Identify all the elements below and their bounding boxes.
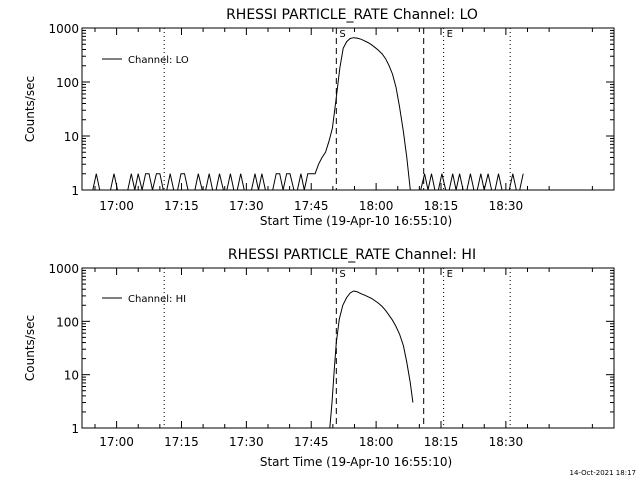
lo-marker-label: S: [339, 29, 345, 40]
hi-xtick-label: 17:00: [99, 435, 134, 449]
lo-ytick-label: 10: [64, 130, 79, 144]
panel-hi: RHESSI PARTICLE_RATE Channel: HI 1 10 100 10…: [23, 247, 615, 469]
hi-ytick-label: 100: [56, 315, 79, 329]
lo-xtick-label: 17:45: [294, 199, 329, 213]
hi-ytick-label: 1: [71, 422, 79, 436]
lo-xtick-label: 18:15: [424, 199, 459, 213]
hi-marker-label: E: [447, 269, 453, 280]
hi-xtick-label: 17:45: [294, 435, 329, 449]
lo-series-line: [82, 37, 524, 191]
hi-xtick-label: 18:00: [359, 435, 394, 449]
panel-lo: RHESSI PARTICLE_RATE Channel: LO 1 10 100 10…: [23, 7, 615, 228]
footer-timestamp: 14-Oct-2021 18:17: [570, 469, 636, 477]
hi-ytick-label: 10: [64, 369, 79, 383]
hi-xtick-label: 18:15: [424, 435, 459, 449]
lo-xtick-label: 17:15: [164, 199, 199, 213]
hi-series-line: [329, 290, 414, 429]
hi-xtick-label: 17:30: [229, 435, 264, 449]
hi-ytick-label: 1000: [48, 262, 79, 276]
lo-xtick-label: 18:30: [489, 199, 524, 213]
lo-plot-frame: [81, 27, 615, 191]
lo-xtick-label: 17:30: [229, 199, 264, 213]
lo-xtick-label: 18:00: [359, 199, 394, 213]
hi-marker-label: S: [339, 269, 345, 280]
hi-x-axis-label: Start Time (19-Apr-10 16:55:10): [260, 455, 452, 469]
hi-xtick-label: 17:15: [164, 435, 199, 449]
hi-legend-label: Channel: HI: [128, 294, 186, 305]
hi-chart-title: RHESSI PARTICLE_RATE Channel: HI: [228, 247, 476, 263]
lo-legend-label: Channel: LO: [128, 55, 189, 66]
hi-plot-frame: [81, 267, 615, 429]
lo-ytick-label: 100: [56, 76, 79, 90]
lo-x-axis-label: Start Time (19-Apr-10 16:55:10): [260, 214, 452, 228]
lo-marker-label: E: [447, 29, 453, 40]
lo-ytick-label: 1000: [48, 22, 79, 36]
lo-chart-title: RHESSI PARTICLE_RATE Channel: LO: [226, 7, 478, 23]
lo-xtick-label: 17:00: [99, 199, 134, 213]
hi-xtick-label: 18:30: [489, 435, 524, 449]
lo-y-axis-label: Counts/sec: [23, 76, 37, 142]
lo-ytick-label: 1: [71, 184, 79, 198]
hi-y-axis-label: Counts/sec: [23, 315, 37, 381]
